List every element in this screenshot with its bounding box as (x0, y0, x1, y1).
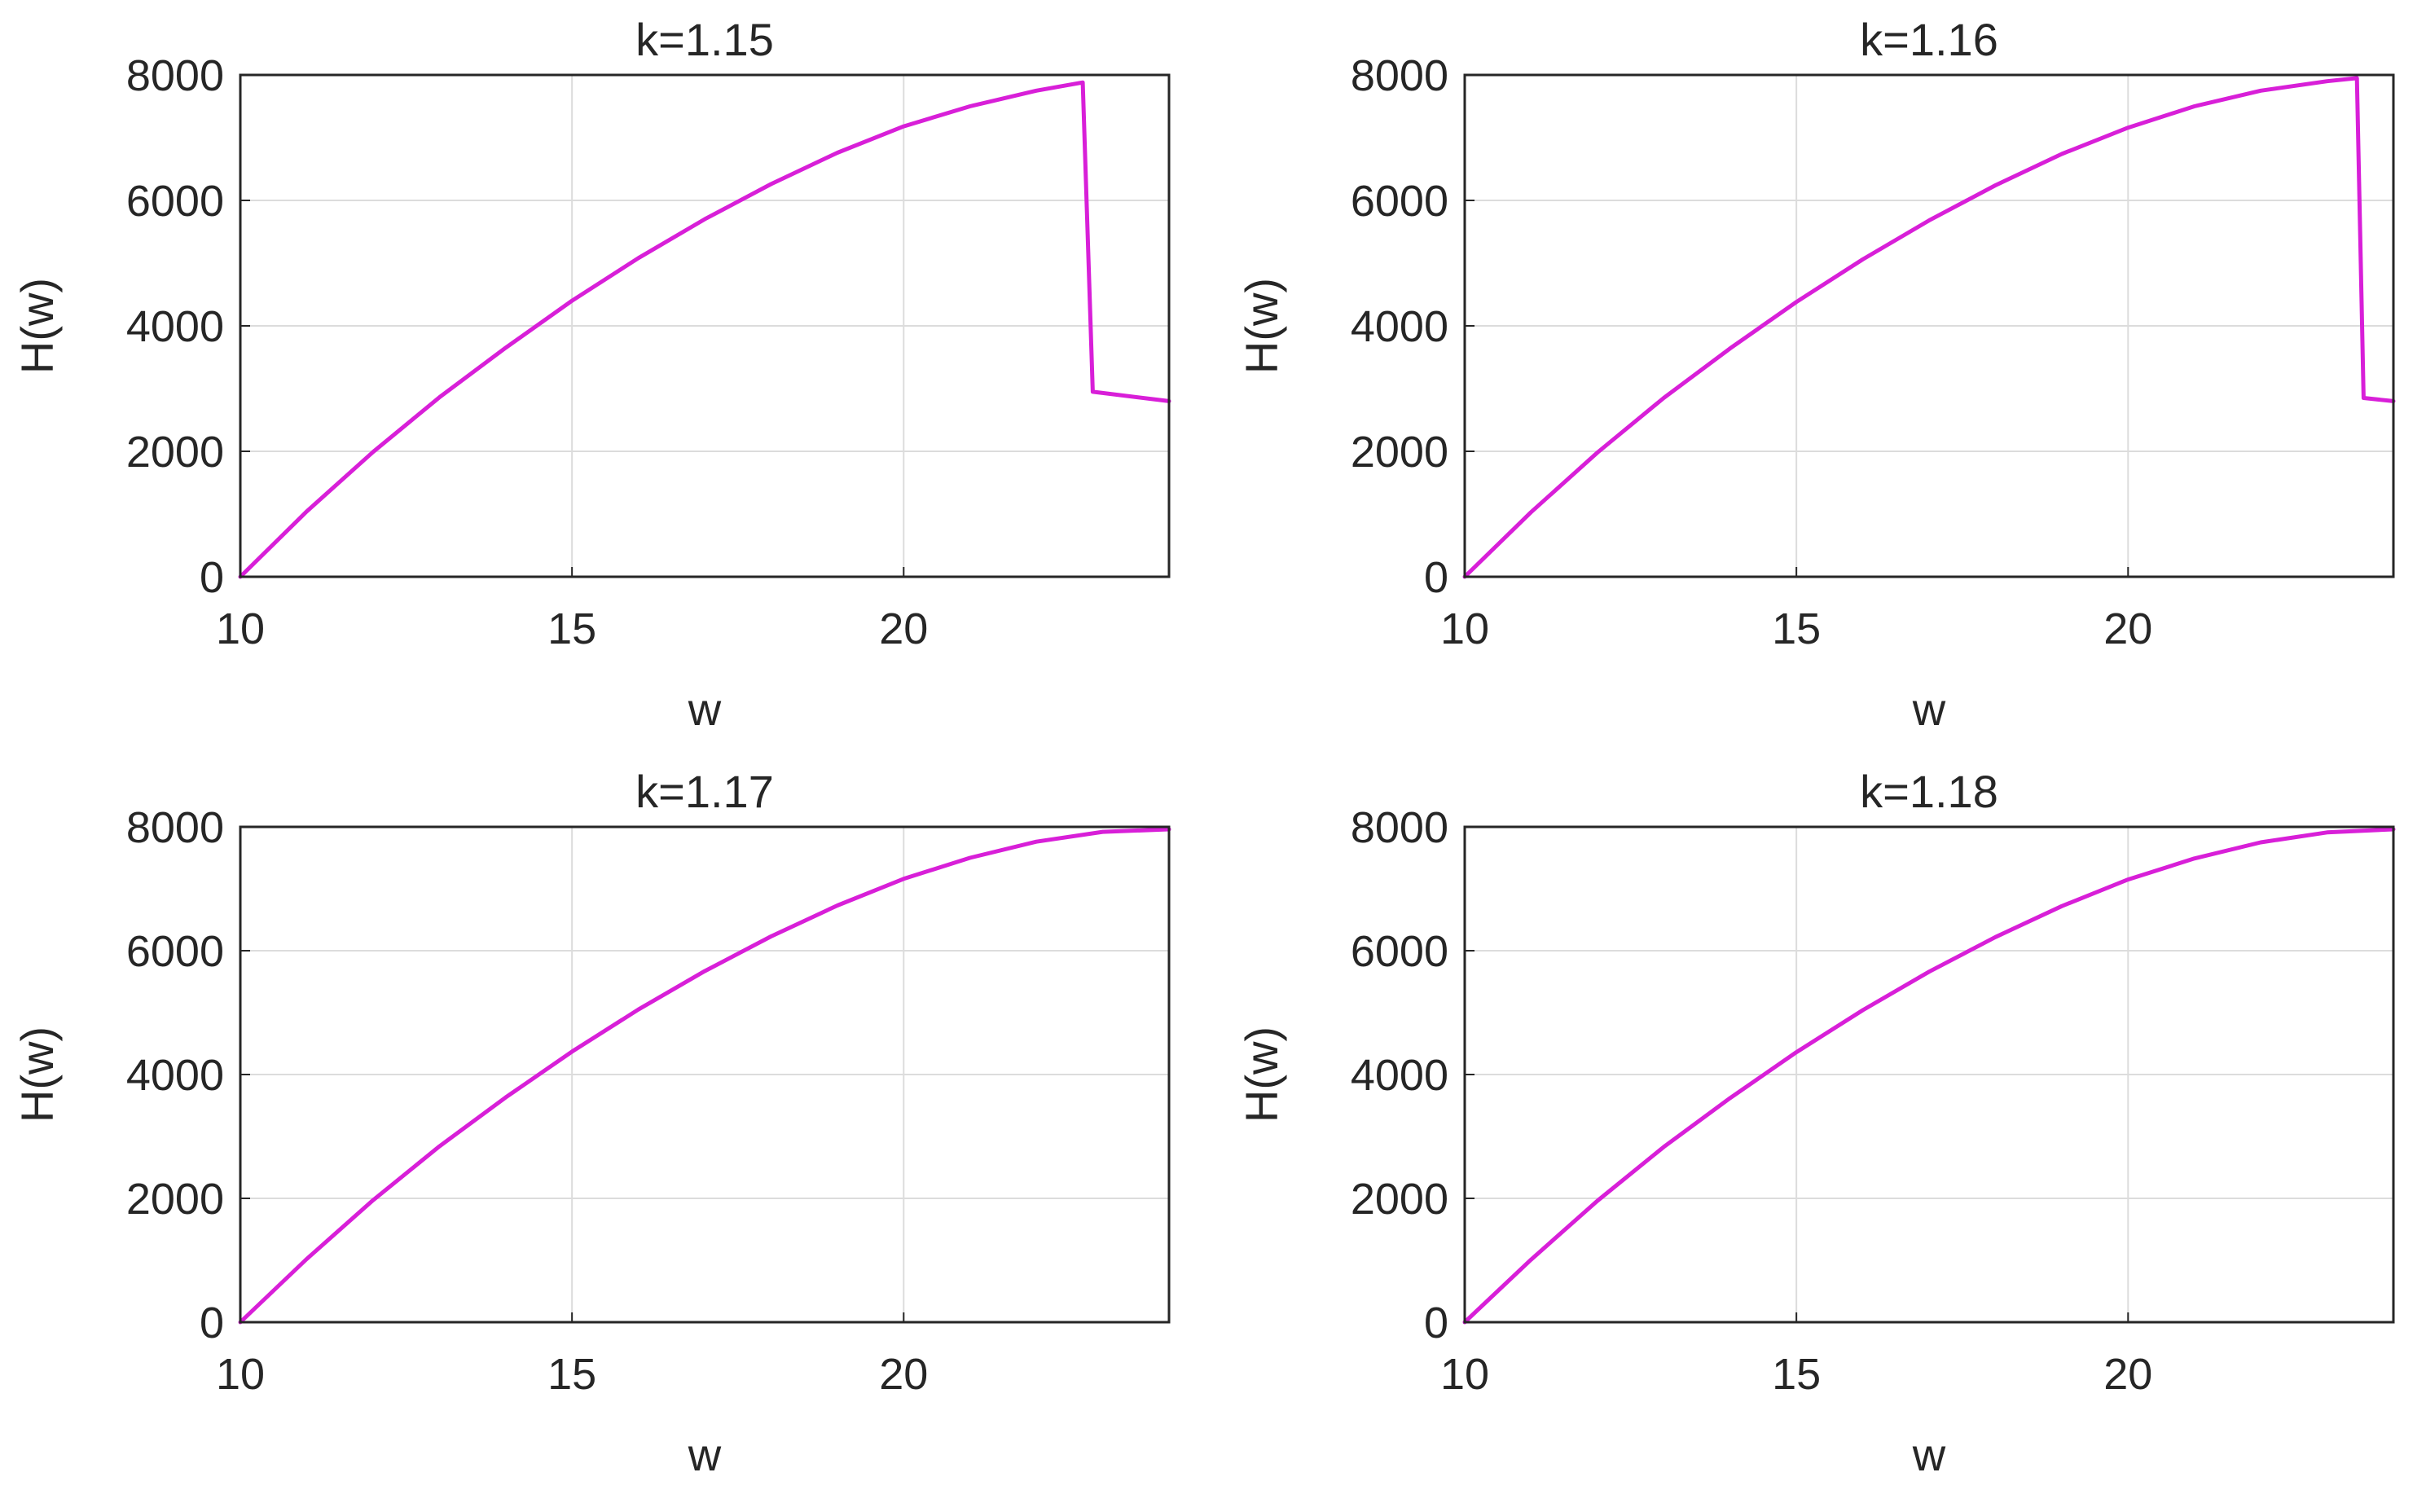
x-tick-label: 15 (547, 1350, 596, 1399)
y-tick-label: 6000 (1351, 927, 1448, 976)
chart-title: k=1.15 (635, 14, 774, 65)
y-tick-label: 4000 (1351, 1051, 1448, 1100)
x-tick-label: 10 (216, 604, 265, 653)
x-axis-label: w (1912, 1429, 1946, 1480)
x-tick-label: 15 (547, 604, 596, 653)
chart-title: k=1.17 (635, 766, 774, 817)
y-axis-label: H(w) (1236, 278, 1287, 374)
y-tick-label: 6000 (126, 927, 224, 976)
x-tick-label: 15 (1772, 604, 1821, 653)
y-tick-label: 8000 (126, 51, 224, 100)
y-tick-label: 0 (1424, 553, 1448, 602)
chart-title: k=1.16 (1860, 14, 1998, 65)
x-axis-label: w (688, 1429, 722, 1480)
y-axis-label: H(w) (11, 1026, 63, 1123)
subplot-3: 10 15 20 0 2000 4000 6000 8000 k=1.17 w H(w) (11, 766, 1171, 1480)
series-line (1462, 76, 2396, 579)
x-tick-label: 15 (1772, 1350, 1821, 1399)
y-tick-label: 0 (200, 553, 224, 602)
y-tick-label: 2000 (1351, 428, 1448, 477)
y-tick-label: 0 (1424, 1299, 1448, 1347)
x-tick-label: 10 (1440, 604, 1489, 653)
y-tick-label: 4000 (126, 302, 224, 351)
y-tick-label: 2000 (126, 428, 224, 477)
y-tick-label: 8000 (1351, 51, 1448, 100)
y-tick-label: 0 (200, 1299, 224, 1347)
series-line (238, 827, 1171, 1325)
y-tick-label: 6000 (126, 177, 224, 226)
y-tick-label: 2000 (126, 1175, 224, 1224)
x-tick-label: 20 (879, 1350, 928, 1399)
y-tick-label: 2000 (1351, 1175, 1448, 1224)
x-tick-label: 20 (879, 604, 928, 653)
y-tick-label: 4000 (126, 1051, 224, 1100)
subplot-2: 10 15 20 0 2000 4000 6000 8000 k=1.16 w H(w) (1236, 14, 2396, 735)
y-axis-label: H(w) (1236, 1026, 1287, 1123)
series-line (238, 80, 1171, 579)
x-tick-label: 10 (1440, 1350, 1489, 1399)
series-line (1462, 827, 2396, 1325)
x-tick-label: 10 (216, 1350, 265, 1399)
y-axis-label: H(w) (11, 278, 63, 374)
subplot-4: 10 15 20 0 2000 4000 6000 8000 k=1.18 w H(w) (1236, 766, 2396, 1480)
chart-title: k=1.18 (1860, 766, 1998, 817)
x-axis-label: w (688, 683, 722, 735)
subplot-1: 10 15 20 0 2000 4000 6000 8000 k=1.15 w H(w) (11, 14, 1171, 735)
y-tick-label: 8000 (1351, 803, 1448, 852)
y-tick-label: 8000 (126, 803, 224, 852)
y-tick-label: 6000 (1351, 177, 1448, 226)
y-tick-label: 4000 (1351, 302, 1448, 351)
x-tick-label: 20 (2103, 1350, 2152, 1399)
x-axis-label: w (1912, 683, 1946, 735)
x-tick-label: 20 (2103, 604, 2152, 653)
